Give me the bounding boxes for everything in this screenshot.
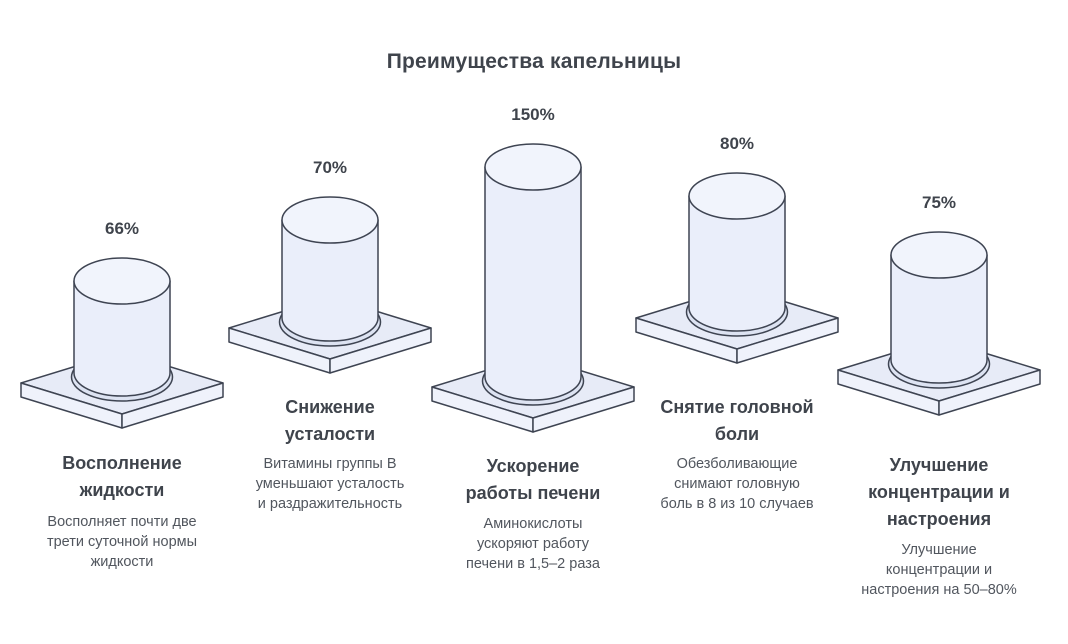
benefit-description: Улучшение концентрации и настроения на 5…	[861, 542, 1017, 598]
benefit-title: Снятие головной боли	[660, 397, 814, 444]
value-label: 75%	[921, 193, 957, 212]
benefit-description: Восполняет почти две трети суточной норм…	[46, 514, 198, 570]
value-label: 150%	[511, 105, 555, 124]
benefit-description: Обезболивающие снимают головную боль в 8…	[660, 456, 814, 512]
value-label: 80%	[719, 134, 755, 153]
benefit-description: Витамины группы В уменьшают усталость и …	[255, 456, 405, 512]
cylinder-pedestal-graphic	[635, 172, 839, 364]
cylinder-pedestal-graphic	[837, 231, 1041, 416]
benefit-column-2: 70% Снижение усталости Витамины группы В…	[228, 0, 432, 644]
benefit-title: Восполнение жидкости	[62, 453, 182, 500]
benefit-column-5: 75% Улучшение концентрации и настроения …	[837, 0, 1041, 644]
benefit-column-4: 80% Снятие головной боли Обезболивающие …	[635, 0, 839, 644]
benefit-title: Ускорение работы печени	[465, 456, 601, 503]
benefit-column-1: 66% Восполнение жидкости Восполняет почт…	[20, 0, 224, 644]
chart-title: Преимущества капельницы	[386, 50, 682, 73]
value-label: 66%	[104, 219, 140, 238]
cylinder-pedestal-graphic	[228, 196, 432, 374]
value-label: 70%	[312, 158, 348, 177]
cylinder-pedestal-graphic	[431, 143, 635, 433]
benefit-description: Аминокислоты ускоряют работу печени в 1,…	[466, 516, 600, 572]
benefit-column-3: 150% Ускорение работы печени Аминокислот…	[431, 0, 635, 644]
benefit-title: Улучшение концентрации и настроения	[868, 455, 1010, 529]
cylinder-pedestal-graphic	[20, 257, 224, 429]
benefit-title: Снижение усталости	[284, 397, 376, 444]
